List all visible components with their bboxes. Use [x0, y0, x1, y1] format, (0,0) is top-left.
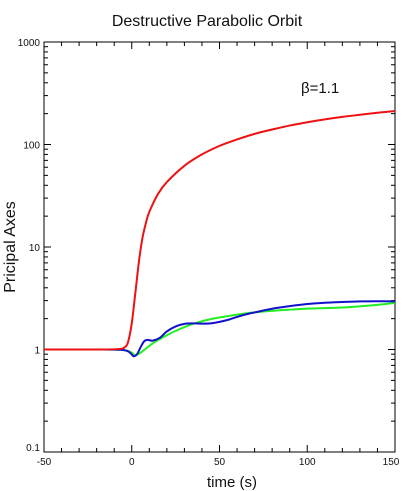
red-series-line: [43, 110, 396, 351]
x-tick-label: 50: [214, 457, 226, 468]
green-series-line: [43, 301, 396, 357]
y-tick-label: 1000: [18, 38, 41, 49]
x-tick-label: 100: [299, 457, 316, 468]
x-tick-label: 150: [383, 457, 400, 468]
plot-frame: [43, 41, 396, 453]
tick-labels: -50 0 50 100 150 0.1 1 10 100 1000: [18, 38, 400, 468]
beta-annotation: β=1.1: [301, 80, 339, 97]
x-axis-label: time (s): [207, 474, 257, 491]
tick-marks: [43, 41, 396, 453]
y-tick-label: 1: [34, 346, 40, 357]
y-tick-label: 0.1: [26, 443, 40, 454]
chart-title: Destructive Parabolic Orbit: [112, 13, 303, 30]
y-axis-label: Pricipal Axes: [2, 201, 19, 293]
y-tick-label: 100: [23, 141, 40, 152]
y-tick-label: 10: [29, 243, 41, 254]
series-group: [43, 110, 396, 358]
x-tick-label: 0: [129, 457, 135, 468]
blue-series-line: [43, 300, 396, 358]
x-tick-label: -50: [37, 457, 52, 468]
